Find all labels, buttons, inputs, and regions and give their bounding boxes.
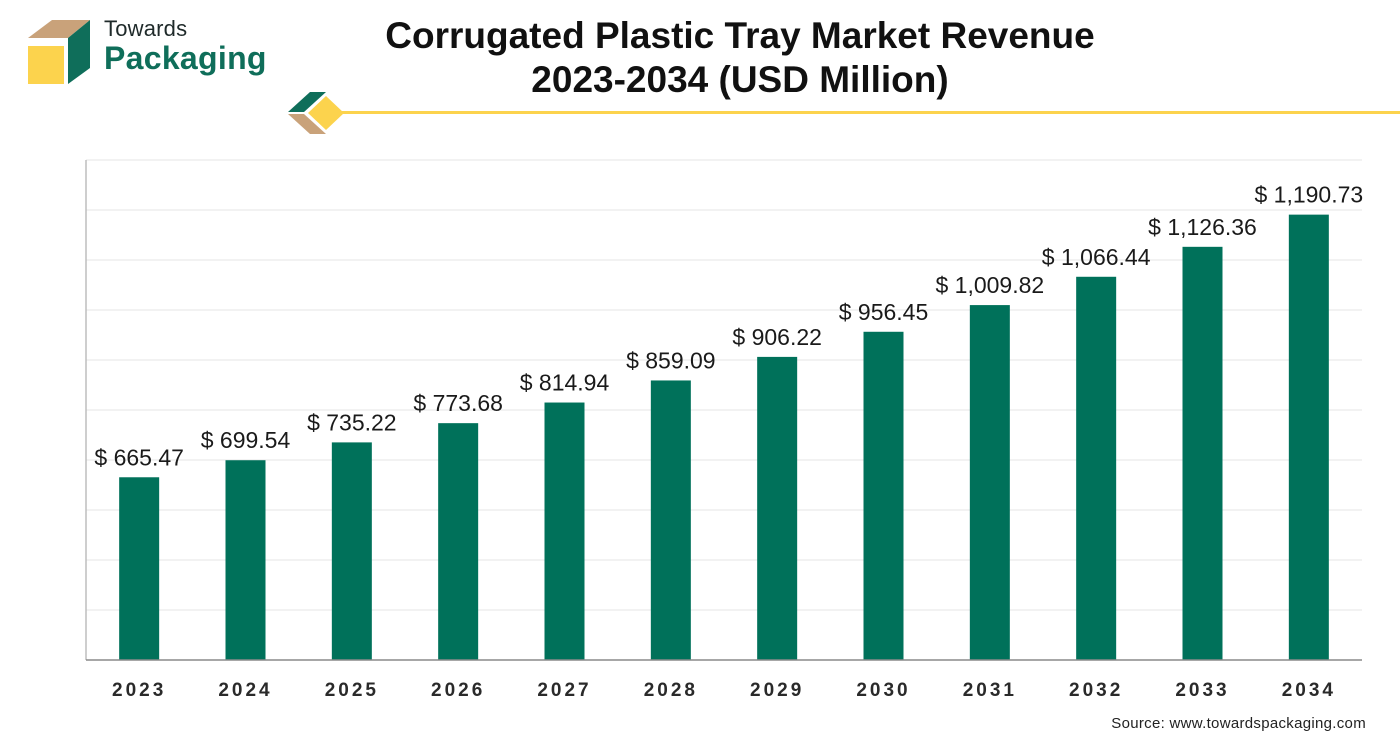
value-label-2028: $ 859.09 (626, 347, 716, 373)
x-tick-label-2027: 2027 (537, 680, 591, 701)
x-tick-label-2030: 2030 (856, 680, 910, 701)
x-tick-label-2026: 2026 (431, 680, 485, 701)
value-label-2031: $ 1,009.82 (935, 272, 1044, 298)
brand-logo (28, 20, 90, 84)
value-label-2024: $ 699.54 (201, 427, 291, 453)
source-note: Source: www.towardspackaging.com (1111, 715, 1366, 732)
divider-diamond-tan-icon (288, 114, 326, 134)
value-label-2030: $ 956.45 (839, 299, 929, 325)
bar-2023 (119, 477, 160, 660)
x-tick-label-2029: 2029 (750, 680, 804, 701)
bar-2024 (225, 460, 266, 660)
bar-2031 (969, 305, 1010, 660)
logo-text-towards: Towards (104, 16, 188, 41)
bar-2028 (650, 380, 691, 660)
chart-title-line-2: 2023-2034 (USD Million) (531, 59, 949, 100)
bar-2025 (331, 442, 372, 660)
bar-2032 (1076, 276, 1117, 660)
logo-text-packaging: Packaging (104, 40, 267, 76)
value-label-2025: $ 735.22 (307, 409, 397, 435)
bar-2033 (1182, 246, 1223, 660)
x-tick-label-2032: 2032 (1069, 680, 1123, 701)
bar-2034 (1288, 214, 1329, 660)
title-divider-decoration (288, 92, 1400, 134)
chart-title-line-1: Corrugated Plastic Tray Market Revenue (385, 15, 1095, 56)
divider-diamond-yellow-icon (308, 96, 344, 130)
logo-box-side-icon (68, 20, 90, 84)
value-label-2033: $ 1,126.36 (1148, 214, 1257, 240)
divider-diamond-green-icon (288, 92, 326, 112)
x-tick-label-2028: 2028 (644, 680, 698, 701)
value-label-2029: $ 906.22 (732, 324, 822, 350)
value-label-2027: $ 814.94 (520, 370, 610, 396)
divider-line (342, 111, 1400, 114)
logo-box-top-icon (28, 20, 90, 38)
bar-2026 (438, 423, 479, 660)
x-tick-label-2025: 2025 (325, 680, 379, 701)
logo-box-front-icon (28, 46, 64, 84)
value-label-2034: $ 1,190.73 (1254, 182, 1363, 208)
bar-2029 (757, 356, 798, 660)
chart-title: Corrugated Plastic Tray Market Revenue 2… (380, 14, 1100, 102)
value-label-2023: $ 665.47 (94, 444, 184, 470)
x-tick-label-2023: 2023 (112, 680, 166, 701)
x-tick-label-2031: 2031 (963, 680, 1017, 701)
x-tick-label-2033: 2033 (1175, 680, 1229, 701)
x-tick-label-2024: 2024 (218, 680, 272, 701)
value-label-2032: $ 1,066.44 (1042, 244, 1151, 270)
bar-2027 (544, 402, 585, 660)
bar-2030 (863, 331, 904, 660)
x-tick-label-2034: 2034 (1282, 680, 1336, 701)
value-label-2026: $ 773.68 (413, 390, 503, 416)
